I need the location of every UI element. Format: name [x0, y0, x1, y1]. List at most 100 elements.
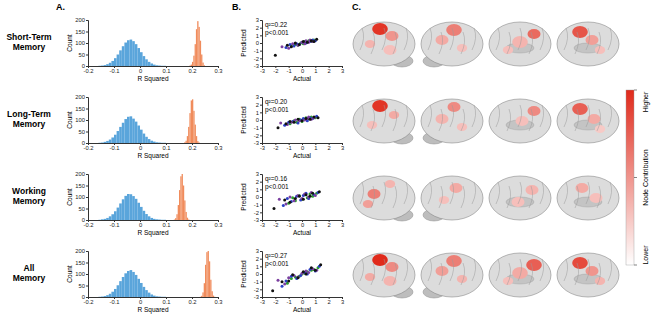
tick-mark [260, 58, 262, 59]
y-axis: -3-2-10123 [254, 248, 263, 300]
scatter-point [297, 118, 300, 121]
histogram-bar [140, 283, 143, 297]
contribution-region [450, 183, 463, 193]
histogram-bar [137, 48, 140, 66]
tick-label: -3 [260, 299, 265, 305]
tick-mark [260, 220, 262, 221]
scatter-point [287, 47, 290, 50]
histogram-bar [111, 292, 114, 297]
histogram-bar [153, 219, 156, 220]
sulcus [428, 105, 432, 127]
histogram-bar [109, 294, 112, 297]
contribution-region [389, 111, 399, 119]
row-label-line: Long-Term [7, 109, 51, 119]
tick-label: 2 [256, 256, 259, 262]
sulcus [518, 105, 522, 127]
annotation: p<0.001 [265, 260, 289, 268]
row-label: WorkingMemory [12, 186, 46, 206]
annotation: q²=0.16 [265, 175, 288, 183]
histogram-bar [161, 142, 164, 143]
histogram-bar [117, 55, 120, 67]
x-axis-title: R Squared [137, 152, 168, 160]
brain-surface [489, 22, 551, 66]
tick: 3 [256, 17, 262, 23]
tick: -3 [254, 294, 262, 300]
tick-label: 0.3 [214, 299, 222, 305]
histogram-bar [124, 273, 127, 297]
histogram-bar [153, 65, 156, 66]
tick: 0 [301, 297, 304, 305]
tick-mark [260, 212, 262, 213]
histogram-bar [137, 203, 140, 220]
row-label-line: Memory [13, 119, 46, 129]
tick: -1 [287, 220, 292, 228]
histogram-bar [197, 21, 198, 66]
sulcus [597, 186, 601, 208]
tick-label: -0.2 [84, 145, 94, 151]
brain-view [557, 253, 619, 297]
tick: 3 [341, 66, 344, 74]
tick-label: 0.3 [214, 145, 222, 151]
brain-surface [421, 99, 483, 143]
scatter-point [277, 126, 280, 129]
tick-mark [260, 274, 262, 275]
tick-label: 3 [256, 171, 259, 177]
histogram-bar [130, 40, 133, 66]
sulcus [608, 259, 612, 281]
histogram-bar [158, 142, 161, 143]
axis-line [260, 98, 263, 144]
tick-label: 0 [256, 271, 259, 277]
tick-label: 0 [82, 217, 85, 223]
x-axis: -3-2-10123 [260, 220, 344, 228]
brain-surface [557, 253, 619, 297]
histogram-bar [186, 212, 187, 220]
axis-line [86, 21, 89, 67]
histogram-bar [140, 130, 143, 143]
histogram-bar [135, 44, 138, 66]
sulcus [439, 186, 443, 208]
tick-label: 3 [341, 145, 344, 151]
histogram-bar [204, 65, 205, 66]
tick-label: -0.2 [84, 299, 94, 305]
tick-mark [86, 197, 88, 198]
tick-label: 0 [301, 222, 304, 228]
histogram-bar [111, 214, 114, 220]
colorbar-label: Higher [642, 91, 650, 112]
tick: -0.2 [84, 297, 94, 305]
histogram-bar [104, 219, 107, 220]
sulcus [472, 105, 476, 127]
tick: 0.2 [188, 143, 196, 151]
histogram-bar [175, 218, 176, 220]
tick: -0.2 [84, 220, 94, 228]
contribution-region [512, 267, 528, 279]
contribution-region [586, 266, 599, 276]
tick: 0 [82, 217, 88, 223]
brain-view [557, 22, 619, 66]
tick-mark [86, 32, 88, 33]
histogram-bar [183, 186, 184, 221]
scatter-point [279, 122, 282, 125]
scatter-point [305, 269, 308, 272]
sulcus [428, 182, 432, 204]
tick-label: 200 [75, 248, 85, 254]
histogram-bar [117, 131, 120, 143]
histogram-bar [156, 142, 159, 143]
row-label: Long-TermMemory [7, 109, 51, 129]
tick-label: -0.1 [110, 145, 120, 151]
sulcus [496, 259, 500, 281]
tick-label: 100 [75, 271, 85, 277]
sulcus [382, 182, 386, 204]
sulcus [586, 259, 590, 281]
contribution-region [439, 196, 449, 204]
y-axis: 050100150200 [75, 171, 88, 223]
histogram-bar [156, 219, 159, 220]
tick-mark [260, 128, 262, 129]
tick-label: -1 [254, 125, 259, 131]
histogram-bar [130, 194, 133, 220]
histogram-bar [191, 65, 192, 66]
axis-line [89, 144, 219, 146]
histogram-bar [161, 296, 164, 297]
histogram-bar [98, 142, 101, 143]
tick-label: 0.3 [214, 222, 222, 228]
sulcus [404, 105, 408, 127]
